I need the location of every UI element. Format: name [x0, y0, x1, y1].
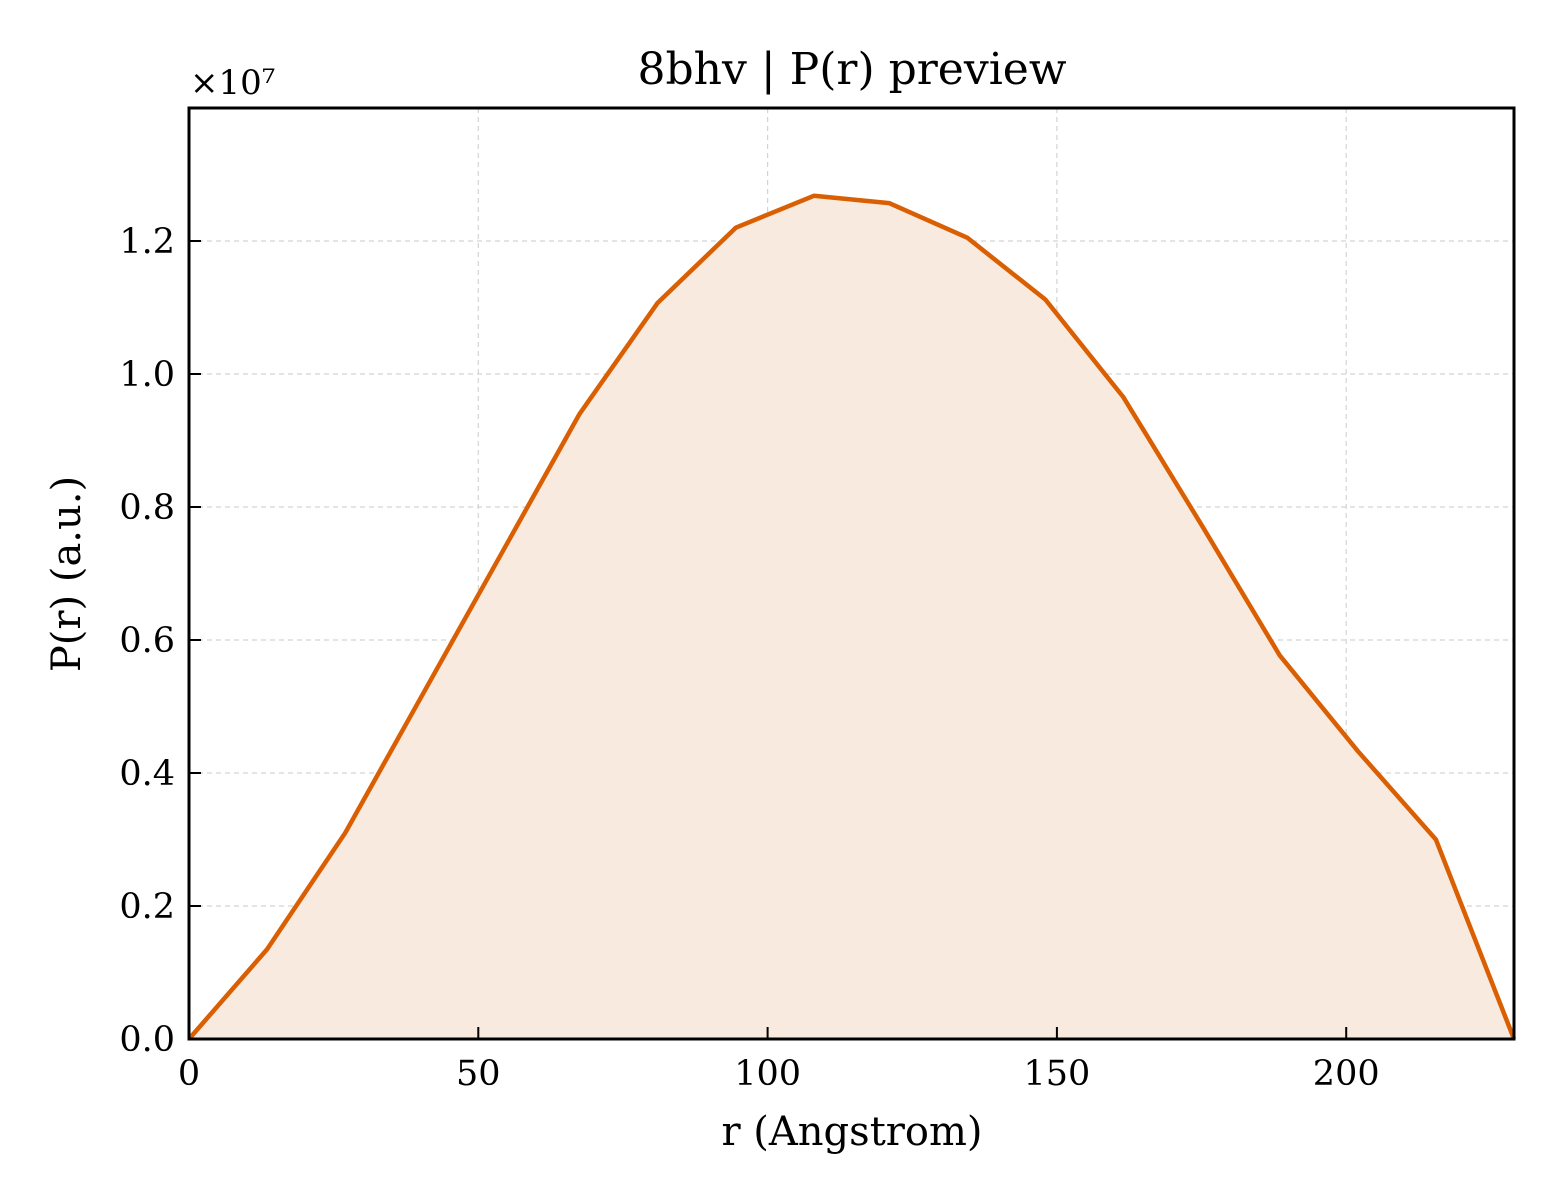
y-tick-label: 0.8	[119, 488, 175, 528]
series-line	[187, 193, 1517, 1041]
ticks: 0 50 100 150 200 0.0 0.2 0.4 0.6 0.8 1.0 1.2	[119, 222, 1379, 1094]
x-tick-label: 200	[1313, 1054, 1380, 1094]
plot-frame	[187, 106, 1516, 1041]
x-tick-label: 100	[734, 1054, 801, 1094]
y-tick-label: 1.2	[119, 222, 175, 262]
y-tick-label: 0.4	[119, 754, 175, 794]
x-tick-label: 50	[456, 1054, 501, 1094]
y-tick-label: 1.0	[119, 355, 175, 395]
area-fill	[189, 195, 1514, 1039]
y-tick-label: 0.2	[119, 887, 175, 927]
x-tick-label: 150	[1023, 1054, 1090, 1094]
y-axis-label: P(r) (a.u.)	[44, 476, 90, 672]
x-axis-label: r (Angstrom)	[721, 1109, 982, 1155]
chart-title: 8bhv | P(r) preview	[638, 44, 1067, 95]
y-offset-label: ×10⁷	[190, 63, 275, 103]
y-tick-label: 0.0	[119, 1020, 175, 1060]
y-tick-label: 0.6	[119, 621, 175, 661]
x-tick-label: 0	[178, 1054, 200, 1094]
